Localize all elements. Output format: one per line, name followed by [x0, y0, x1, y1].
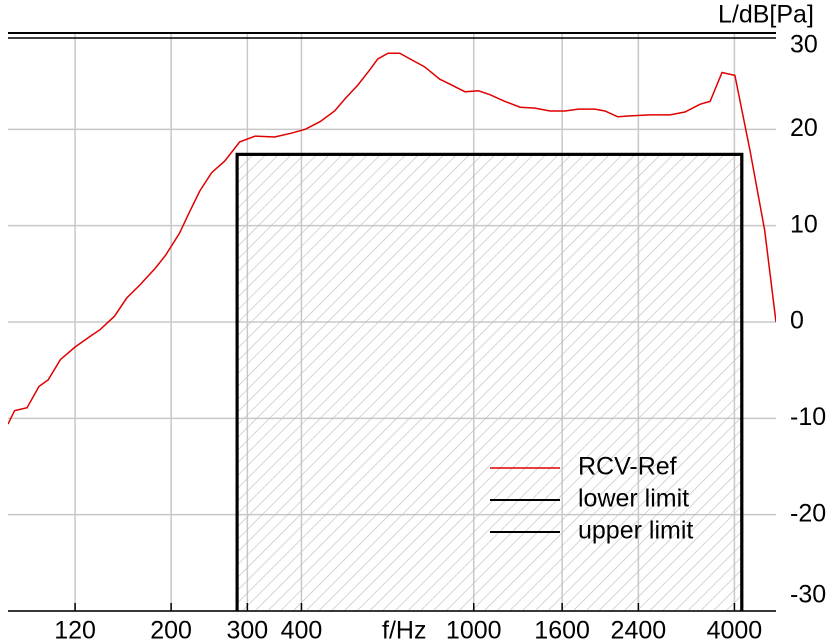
limit-area — [237, 154, 742, 611]
legend-label: upper limit — [578, 517, 693, 545]
y-tick-label: 20 — [790, 114, 818, 142]
y-tick-label: -20 — [790, 499, 826, 527]
x-tick-label: 200 — [150, 617, 192, 644]
legend-label: lower limit — [578, 485, 689, 513]
y-tick-label: -30 — [790, 581, 826, 609]
legend-label: RCV-Ref — [578, 453, 677, 481]
y-tick-label: -10 — [790, 403, 826, 431]
y-axis-label: L/dB[Pa] — [718, 1, 814, 29]
x-tick-label: 300 — [227, 617, 269, 644]
y-tick-label: 0 — [790, 307, 804, 335]
x-tick-label: 1000 — [446, 617, 502, 644]
plot-area — [8, 52, 776, 611]
x-tick-label: 400 — [281, 617, 323, 644]
x-tick-label: 2400 — [611, 617, 667, 644]
x-tick-label: 1600 — [534, 617, 590, 644]
x-tick-label: 4000 — [707, 617, 763, 644]
x-axis-label: f/Hz — [382, 617, 426, 644]
series-line — [8, 52, 776, 425]
y-tick-label: 30 — [790, 31, 818, 59]
y-tick-label: 10 — [790, 210, 818, 238]
legend: RCV-Ref lower limit upper limit — [490, 453, 693, 545]
series-line — [235, 152, 744, 611]
axes: -30 -20 -10 0 10 20 30 120 200 300 400 1000 1600 2400… — [54, 31, 826, 644]
x-tick-label: 120 — [54, 617, 96, 644]
